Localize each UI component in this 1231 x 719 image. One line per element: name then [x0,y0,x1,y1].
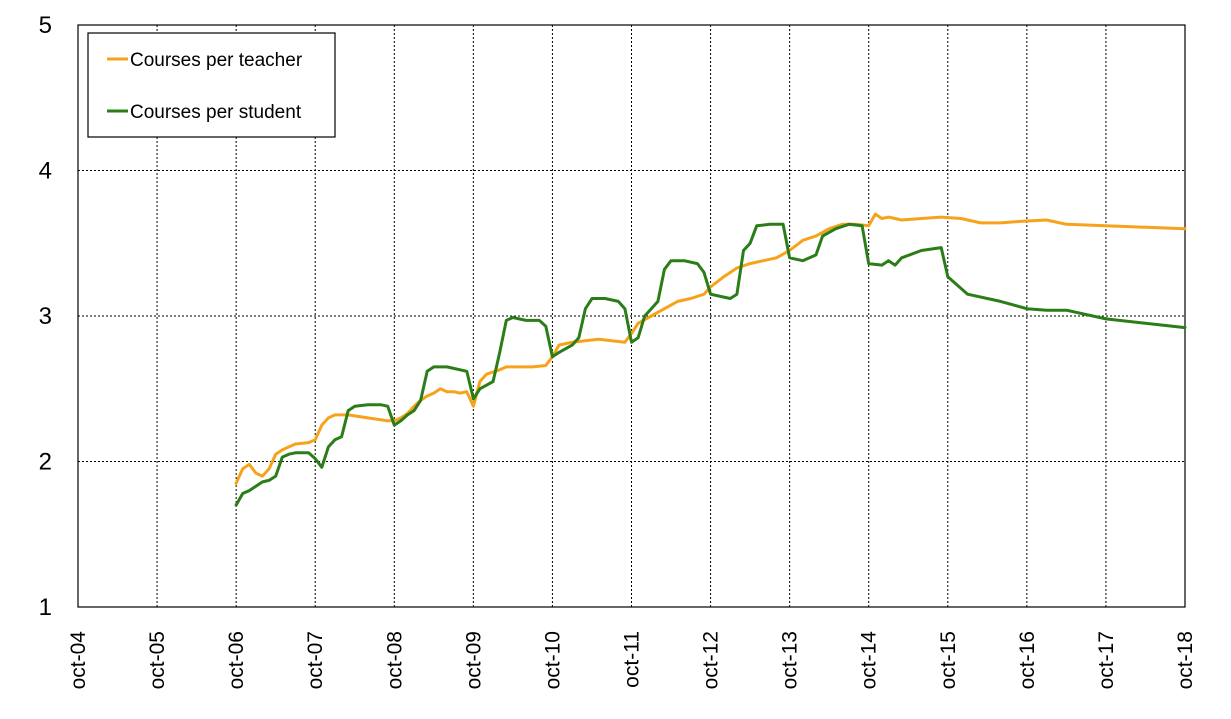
legend-box [87,32,336,138]
x-tick-label: oct-11 [621,631,644,688]
y-axis-tick-labels: 1 2 3 4 5 [39,12,52,621]
series-line-courses-per-student [234,222,1187,507]
y-tick-label: 2 [39,449,52,476]
x-tick-label: oct-06 [225,631,248,689]
x-tick-label: oct-05 [146,631,169,689]
x-tick-label: oct-07 [304,631,327,689]
x-tick-label: oct-18 [1174,631,1197,689]
legend-label-courses-per-student: Courses per student [130,102,302,123]
y-tick-label: 3 [39,303,52,330]
x-tick-label: oct-10 [541,631,564,689]
y-tick-label: 5 [39,12,52,39]
x-tick-label: oct-17 [1095,631,1118,689]
x-tick-label: oct-14 [858,631,881,690]
x-tick-label: oct-15 [937,631,960,689]
x-tick-label: oct-16 [1016,631,1039,689]
legend-label-courses-per-teacher: Courses per teacher [130,50,303,71]
plot-area-frame [77,24,1186,608]
series-line-courses-per-teacher [234,212,1187,485]
x-tick-label: oct-04 [67,631,90,690]
x-axis-tick-labels: oct-04 oct-05 oct-06 oct-07 oct-08 oct-09 oct-… [67,631,1197,690]
y-tick-label: 1 [39,594,52,621]
x-tick-label: oct-09 [462,631,485,689]
legend: Courses per teacher Courses per student [87,32,336,138]
y-tick-label: 4 [39,158,52,185]
x-tick-label: oct-12 [700,631,723,689]
series-lines [234,212,1187,507]
x-tick-label: oct-13 [779,631,802,689]
x-tick-label: oct-08 [383,631,406,689]
